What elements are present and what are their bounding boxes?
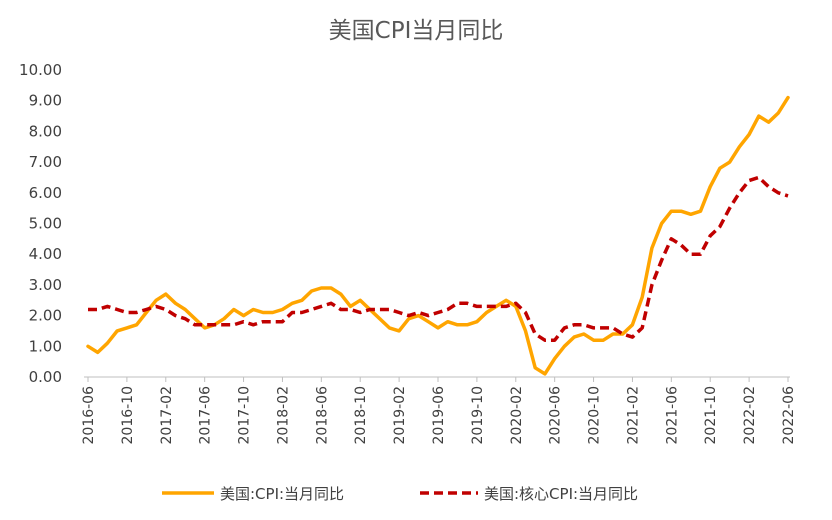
legend: 美国:CPI:当月同比 美国:核心CPI:当月同比 [162, 485, 638, 503]
x-tick-label: 2022-02 [742, 386, 758, 445]
x-tick-label: 2016-10 [120, 386, 136, 445]
x-tick-label: 2017-06 [198, 386, 214, 445]
y-axis-ticks: 0.00 1.00 2.00 3.00 4.00 5.00 6.00 7.00 8.00 9.00… [19, 61, 62, 386]
y-tick-label: 2.00 [29, 307, 62, 325]
x-tick-label: 2021-06 [664, 386, 680, 445]
x-tick-label: 2022-06 [781, 386, 797, 445]
series-line-core-cpi [88, 175, 789, 342]
y-tick-label: 4.00 [29, 245, 62, 263]
y-tick-label: 9.00 [29, 92, 62, 110]
legend-label-core-cpi: 美国:核心CPI:当月同比 [484, 485, 638, 503]
chart-title: 美国CPI当月同比 [329, 18, 504, 44]
y-tick-label: 6.00 [29, 184, 62, 202]
x-tick-label: 2018-02 [275, 386, 291, 445]
x-tick-label: 2019-02 [392, 386, 408, 445]
x-tick-label: 2020-02 [509, 386, 525, 445]
x-tick-label: 2019-10 [470, 386, 486, 445]
x-axis-ticks: 2016-06 2016-10 2017-02 2017-06 2017-10 2018-… [81, 377, 797, 445]
x-tick-label: 2021-10 [703, 386, 719, 445]
x-tick-label: 2021-02 [625, 386, 641, 445]
y-tick-label: 8.00 [29, 122, 62, 140]
x-tick-label: 2017-10 [237, 386, 253, 445]
plot-lines [86, 95, 790, 376]
x-tick-label: 2016-06 [81, 386, 97, 445]
y-tick-label: 7.00 [29, 153, 62, 171]
x-tick-label: 2019-06 [431, 386, 447, 445]
x-tick-label: 2018-06 [314, 386, 330, 445]
y-tick-label: 3.00 [29, 276, 62, 294]
y-tick-label: 5.00 [29, 215, 62, 233]
x-tick-label: 2018-10 [353, 386, 369, 445]
x-tick-label: 2020-06 [548, 386, 564, 445]
y-tick-label: 0.00 [29, 368, 62, 386]
x-tick-label: 2020-10 [587, 386, 603, 445]
y-tick-label: 10.00 [19, 61, 62, 79]
series-line-cpi [86, 95, 790, 376]
y-tick-label: 1.00 [29, 337, 62, 355]
x-tick-label: 2017-02 [159, 386, 175, 445]
legend-label-cpi: 美国:CPI:当月同比 [220, 485, 344, 503]
